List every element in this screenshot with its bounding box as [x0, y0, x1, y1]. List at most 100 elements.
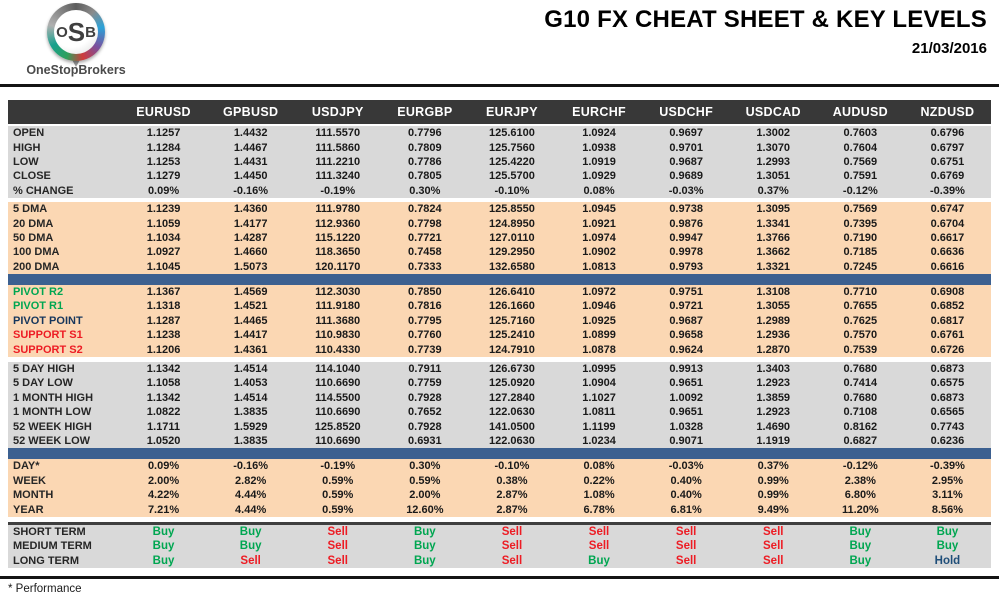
table-cell: 1.2923	[756, 377, 791, 390]
table-cell: 1.4431	[233, 155, 268, 168]
section-divider-bar	[8, 448, 991, 460]
table-cell: 1.3341	[756, 217, 791, 230]
table-cell: 125.5700	[488, 170, 535, 183]
signal-cell: Buy	[936, 525, 959, 538]
table-cell: -0.12%	[842, 184, 878, 197]
table-cell: 0.9978	[669, 246, 703, 259]
table-cell: 126.6730	[488, 363, 535, 376]
table-cell: 0.7591	[843, 170, 878, 183]
signal-cell: Buy	[588, 554, 610, 567]
signal-cell: Buy	[239, 525, 262, 538]
table-cell: 0.99%	[757, 474, 789, 487]
table-cell: 1.0938	[582, 141, 616, 154]
table-cell: 0.7569	[843, 203, 878, 216]
signal-cell: Buy	[413, 540, 436, 553]
table-cell: 1.1206	[146, 343, 181, 356]
table-cell: 0.6817	[930, 314, 965, 327]
table-cell: 1.0328	[669, 420, 703, 433]
table-cell: 0.37%	[757, 184, 789, 197]
table-cell: 0.6827	[843, 435, 878, 447]
row-label: SHORT TERM	[13, 525, 86, 538]
table-cell: 0.99%	[757, 489, 789, 502]
table-cell: -0.10%	[494, 460, 530, 473]
table-cell: 0.59%	[322, 489, 354, 502]
signal-cell: Sell	[763, 554, 784, 567]
row-label: 5 DAY LOW	[13, 377, 73, 390]
column-header: USDCAD	[745, 105, 801, 119]
table-cell: 110.6690	[315, 406, 361, 419]
table-row: PIVOT POINT 1.1287 1.4465 111.3680 0.7795 125…	[8, 314, 991, 328]
table-cell: 125.8520	[314, 420, 361, 433]
table-cell: 0.59%	[322, 474, 354, 487]
table-cell: 0.6575	[930, 377, 965, 390]
signal-cell: Sell	[501, 540, 523, 553]
table-cell: -0.16%	[233, 184, 269, 197]
logo-ring: O S B	[47, 3, 105, 61]
table-cell: 122.0630	[488, 435, 535, 447]
table-cell: 0.6747	[930, 203, 965, 216]
table-cell: 114.1040	[315, 363, 361, 376]
signal-cell: Buy	[413, 525, 436, 538]
table-cell: 1.1027	[582, 391, 616, 404]
table-cell: 0.9876	[669, 217, 703, 230]
table-cell: 1.0972	[582, 286, 616, 299]
table-cell: 114.5500	[315, 391, 361, 404]
table-cell: 4.44%	[235, 503, 267, 516]
table-cell: 1.0904	[582, 377, 616, 390]
column-header: AUDUSD	[832, 105, 888, 119]
table-cell: 7.21%	[147, 503, 180, 516]
table-row: 52 WEEK LOW 1.0520 1.3835 110.6690 0.6931 122…	[8, 434, 991, 448]
signal-cell: Sell	[327, 525, 348, 538]
signal-cell: Sell	[675, 525, 697, 538]
row-label: YEAR	[13, 503, 44, 516]
table-cell: 1.1257	[146, 127, 181, 140]
table-cell: 127.2840	[488, 391, 535, 404]
table-cell: 0.6797	[930, 141, 965, 154]
table-cell: 1.0878	[582, 343, 616, 356]
table-cell: -0.19%	[320, 184, 356, 197]
section-moving-averages: 5 DMA 1.1239 1.4360 111.9780 0.7824 125.8550 1…	[8, 201, 991, 274]
table-cell: 1.4361	[233, 343, 268, 356]
table-cell: 1.1711	[147, 420, 181, 433]
row-label: DAY*	[13, 460, 40, 473]
row-label: 50 DMA	[13, 231, 54, 244]
table-cell: 2.87%	[496, 489, 528, 502]
table-cell: 0.6636	[930, 246, 965, 259]
table-cell: 0.6617	[930, 231, 965, 244]
table-cell: 0.7743	[930, 420, 965, 433]
table-row: 5 DAY LOW 1.1058 1.4053 110.6690 0.7759 125.0…	[8, 376, 991, 390]
table-cell: 0.7759	[408, 377, 442, 390]
table-cell: 1.3108	[756, 286, 791, 299]
table-cell: 1.0822	[146, 406, 181, 419]
table-cell: 112.3030	[315, 286, 361, 299]
table-cell: 1.3835	[233, 435, 268, 447]
table-cell: 1.1239	[146, 203, 181, 216]
table-cell: 0.7108	[843, 406, 878, 419]
table-row: OPEN 1.1257 1.4432 111.5570 0.7796 125.6100 1.…	[8, 126, 991, 140]
report-date: 21/03/2016	[911, 40, 987, 57]
table-cell: 141.0500	[488, 420, 535, 433]
table-cell: 120.1170	[315, 260, 361, 273]
page-header: O S B OneStopBrokers G10 FX CHEAT SHEET …	[0, 0, 999, 87]
table-cell: -0.12%	[842, 460, 878, 473]
table-cell: 1.0925	[582, 314, 616, 327]
table-cell: 0.59%	[322, 503, 354, 516]
table-cell: 0.9651	[669, 377, 703, 390]
table-cell: 0.6796	[930, 127, 965, 140]
table-row: SUPPORT S2 1.1206 1.4361 110.4330 0.7739 124.…	[8, 342, 991, 356]
table-cell: -0.03%	[668, 184, 704, 197]
table-cell: 11.20%	[841, 503, 879, 516]
table-cell: -0.19%	[320, 460, 356, 473]
logo-brand-text: OneStopBrokers	[26, 63, 126, 77]
page-title: G10 FX CHEAT SHEET & KEY LEVELS	[544, 6, 987, 33]
table-cell: 0.9701	[669, 141, 703, 154]
fx-table: EURUSD GPBUSD USDJPY EURGBP EURJPY EURCHF USDC…	[8, 100, 991, 568]
header-divider-line	[0, 84, 999, 87]
signal-cell: Sell	[675, 554, 697, 567]
table-cell: 0.7710	[843, 286, 878, 299]
signal-cell: Buy	[849, 540, 872, 553]
table-cell: 112.9360	[315, 217, 361, 230]
table-cell: 0.7625	[843, 314, 878, 327]
table-cell: 6.81%	[670, 503, 702, 516]
table-cell: 0.7414	[843, 377, 878, 390]
